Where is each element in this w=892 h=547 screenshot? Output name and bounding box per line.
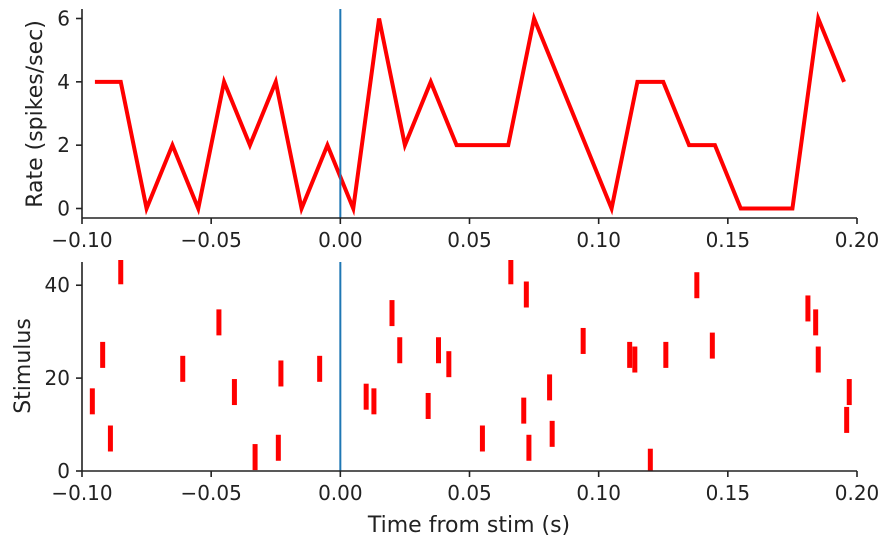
rate-x-tick-label: 0.15 (706, 228, 751, 252)
raster-panel: −0.10 −0.05 0.00 0.05 0.10 0.15 0.20 0 20 40 Stim… (11, 260, 879, 538)
raster-x-tick-label: 0.05 (447, 481, 492, 505)
raster-data-layer (89, 260, 852, 471)
rate-y-tick-label: 6 (57, 7, 70, 31)
raster-axes: −0.10 −0.05 0.00 0.05 0.10 0.15 0.20 0 20 40 (45, 262, 880, 505)
raster-x-tick-label: 0.20 (835, 481, 880, 505)
raster-x-tick-label: 0.10 (576, 481, 621, 505)
rate-x-tick-label: −0.05 (181, 228, 242, 252)
raster-x-tick-label: −0.10 (51, 481, 112, 505)
rate-y-axis-label: Rate (spikes/sec) (23, 20, 48, 208)
rate-x-tick-label: 0.00 (318, 228, 363, 252)
raster-y-tick-label: 20 (45, 366, 70, 390)
raster-x-tick-label: 0.00 (318, 481, 363, 505)
raster-y-tick-label: 0 (57, 459, 70, 483)
rate-x-tick-label: 0.20 (835, 228, 880, 252)
rate-panel: −0.10 −0.05 0.00 0.05 0.10 0.15 0.20 0 2 4 6 Rate … (23, 7, 879, 253)
rate-y-tick-label: 0 (57, 197, 70, 221)
raster-x-tick-label: −0.05 (181, 481, 242, 505)
rate-axes: −0.10 −0.05 0.00 0.05 0.10 0.15 0.20 0 2 4 6 (51, 7, 879, 253)
rate-y-tick-label: 2 (57, 133, 70, 157)
raster-y-tick-label: 40 (45, 273, 70, 297)
rate-x-tick-label: 0.10 (576, 228, 621, 252)
rate-x-tick-label: −0.10 (51, 228, 112, 252)
raster-x-tick-label: 0.15 (706, 481, 751, 505)
rate-x-tick-label: 0.05 (447, 228, 492, 252)
rate-data-layer (94, 9, 846, 218)
rate-series-line (94, 10, 846, 217)
raster-y-axis-label: Stimulus (11, 318, 36, 414)
rate-y-tick-label: 4 (57, 70, 70, 94)
raster-x-axis-label: Time from stim (s) (367, 513, 570, 538)
